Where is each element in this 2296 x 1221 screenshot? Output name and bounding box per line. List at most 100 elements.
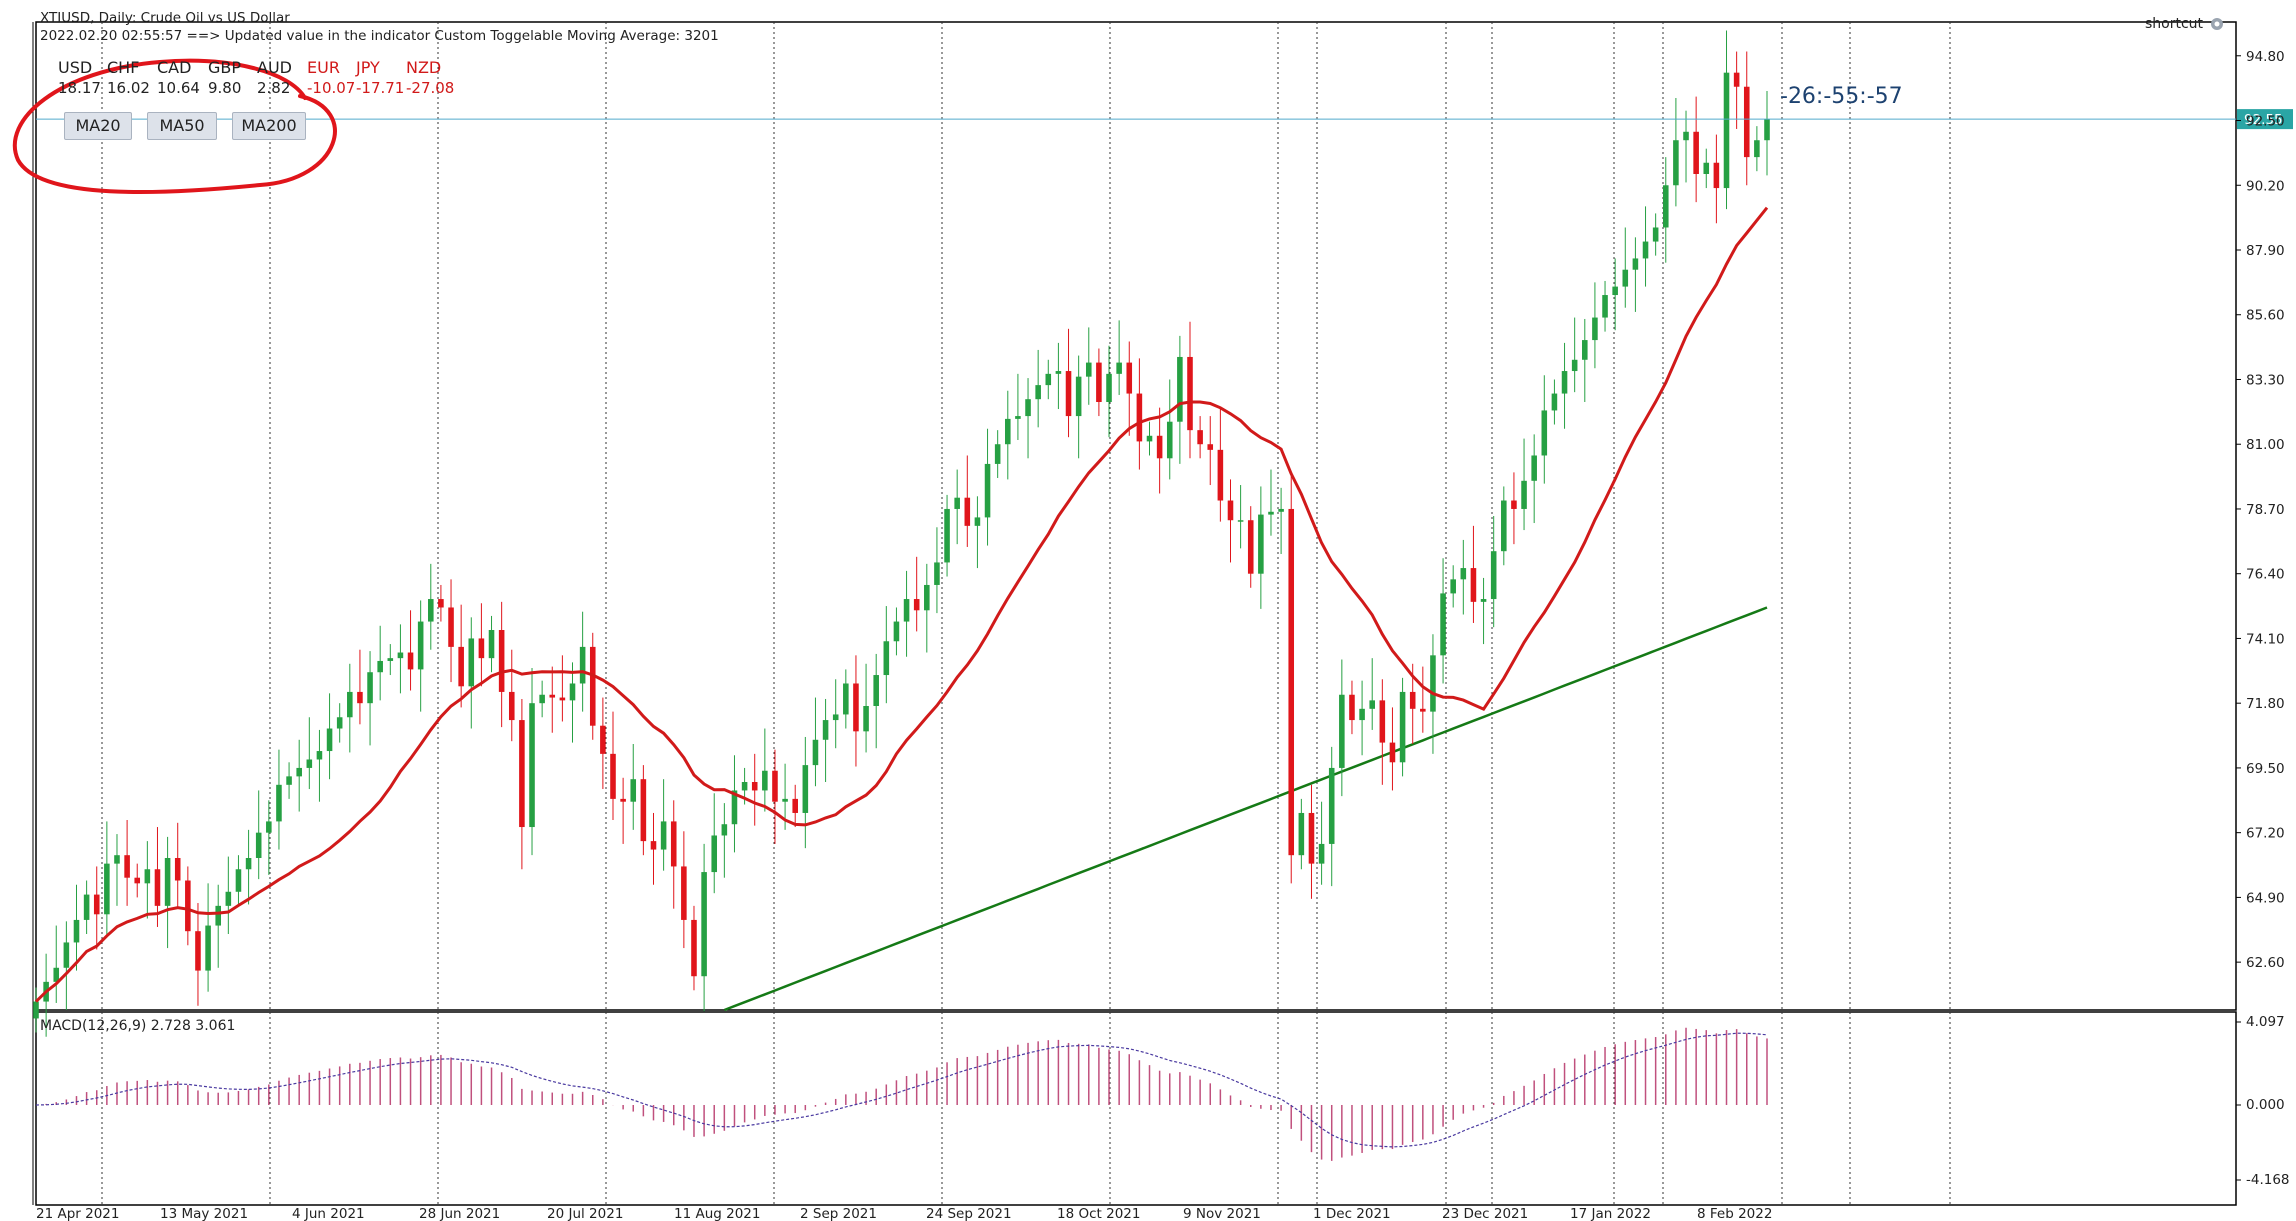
candle-bear xyxy=(589,646,596,726)
y-tick-label: 85.60 xyxy=(2246,308,2285,324)
candle-bull xyxy=(1521,480,1527,509)
candle-bear xyxy=(691,919,697,977)
y-tick-label: 71.80 xyxy=(2246,696,2285,712)
candle-bull xyxy=(1551,393,1558,411)
macd-signal-line xyxy=(35,1032,1768,1148)
candle-bull xyxy=(316,751,323,760)
currency-value-aud: 2.82 xyxy=(257,79,291,97)
candle-bear xyxy=(1470,568,1477,602)
candle-bear xyxy=(438,599,444,608)
candle-bull xyxy=(347,691,353,718)
candle-bull xyxy=(1237,520,1244,522)
candle-bull xyxy=(984,463,991,518)
candle-bear xyxy=(1136,393,1143,442)
candle-bull xyxy=(1602,295,1608,318)
currency-code-gbp: GBP xyxy=(208,58,242,77)
candle-bull xyxy=(1571,359,1578,372)
ma20-button[interactable]: MA20 xyxy=(64,112,132,140)
candle-bull xyxy=(1703,162,1710,174)
current-price-tag xyxy=(2237,109,2293,130)
x-tick-label: 8 Feb 2022 xyxy=(1697,1206,1772,1221)
y-tick-label: 87.90 xyxy=(2246,243,2285,259)
candle-bear xyxy=(1247,520,1254,574)
candle-bull xyxy=(397,652,404,659)
candle-bull xyxy=(1673,140,1679,186)
candle-bull xyxy=(843,683,849,715)
candle-bull xyxy=(83,894,90,920)
currency-value-eur: -10.07 xyxy=(307,79,356,97)
candle-bull xyxy=(903,599,910,622)
candle-bear xyxy=(1217,449,1224,501)
candle-bull xyxy=(1642,241,1649,259)
candle-bull xyxy=(883,641,890,676)
ma50-button[interactable]: MA50 xyxy=(147,112,217,140)
candle-bear xyxy=(1409,691,1416,709)
y-tick-label: 94.80 xyxy=(2246,49,2285,65)
candle-bull xyxy=(1258,514,1264,574)
candle-bull xyxy=(1652,227,1659,242)
candle-bear xyxy=(498,630,505,692)
candle-bull xyxy=(741,782,748,791)
candle-bull xyxy=(468,638,475,687)
shortcut-icon[interactable] xyxy=(2208,16,2226,32)
candle-bear xyxy=(1511,500,1517,509)
candle-bear xyxy=(185,880,191,932)
candle-bear xyxy=(357,691,363,704)
candle-bear xyxy=(620,798,626,802)
currency-code-chf: CHF xyxy=(107,58,140,77)
candle-bull xyxy=(579,646,586,684)
candle-bull xyxy=(701,872,707,977)
candle-bear xyxy=(792,798,798,813)
candle-bull xyxy=(1085,362,1092,377)
candle-bull xyxy=(944,508,950,563)
candle-bull xyxy=(863,706,869,732)
y-tick-label: 74.10 xyxy=(2246,631,2285,647)
candle-bull xyxy=(1440,593,1446,656)
candle-bull xyxy=(417,621,424,670)
x-tick-label: 9 Nov 2021 xyxy=(1183,1206,1261,1221)
candle-bear xyxy=(134,877,141,884)
candle-bear xyxy=(751,782,758,791)
x-tick-label: 20 Jul 2021 xyxy=(547,1206,623,1221)
candle-bear xyxy=(519,720,525,828)
candle-bull xyxy=(782,798,788,802)
candle-bull xyxy=(1045,373,1052,386)
candle-bull xyxy=(1612,286,1618,296)
ma200-line xyxy=(723,606,1768,1012)
currency-code-aud: AUD xyxy=(257,58,292,77)
update-message: 2022.02.20 02:55:57 ==> Updated value in… xyxy=(40,28,719,44)
candle-bull xyxy=(802,765,809,813)
currency-code-nzd: NZD xyxy=(406,58,442,77)
candle-bull xyxy=(33,1001,39,1019)
candle-bull xyxy=(104,863,110,915)
x-tick-label: 24 Sep 2021 xyxy=(926,1206,1012,1221)
current-price-value: 92.55 xyxy=(2244,112,2283,128)
candle-bull xyxy=(1561,371,1568,394)
candle-bull xyxy=(1622,269,1629,287)
candle-bear xyxy=(1420,708,1426,712)
ma200-button[interactable]: MA200 xyxy=(232,112,306,140)
candle-bull xyxy=(812,739,819,766)
candle-bull xyxy=(1501,500,1507,552)
candle-bull xyxy=(1055,371,1062,374)
candle-bull xyxy=(245,858,252,870)
candle-bull xyxy=(529,703,535,828)
candle-bull xyxy=(1662,185,1669,228)
currency-value-nzd: -27.08 xyxy=(406,79,455,97)
candle-bull xyxy=(1430,655,1436,712)
candle-bull xyxy=(1015,416,1021,419)
y-tick-label: 69.50 xyxy=(2246,761,2285,777)
candle-bull xyxy=(660,821,667,850)
candle-bull xyxy=(1359,708,1365,721)
candle-bull xyxy=(1005,418,1011,445)
candle-bull xyxy=(367,672,373,704)
candle-bull xyxy=(63,942,70,968)
candle-bear xyxy=(1126,362,1133,394)
shortcut-label[interactable]: shortcut xyxy=(2145,16,2204,32)
candle-bear xyxy=(610,753,616,799)
currency-code-usd: USD xyxy=(58,58,93,77)
candle-bull xyxy=(934,562,940,585)
candle-bull xyxy=(73,919,80,943)
candle-bull xyxy=(1268,511,1274,515)
